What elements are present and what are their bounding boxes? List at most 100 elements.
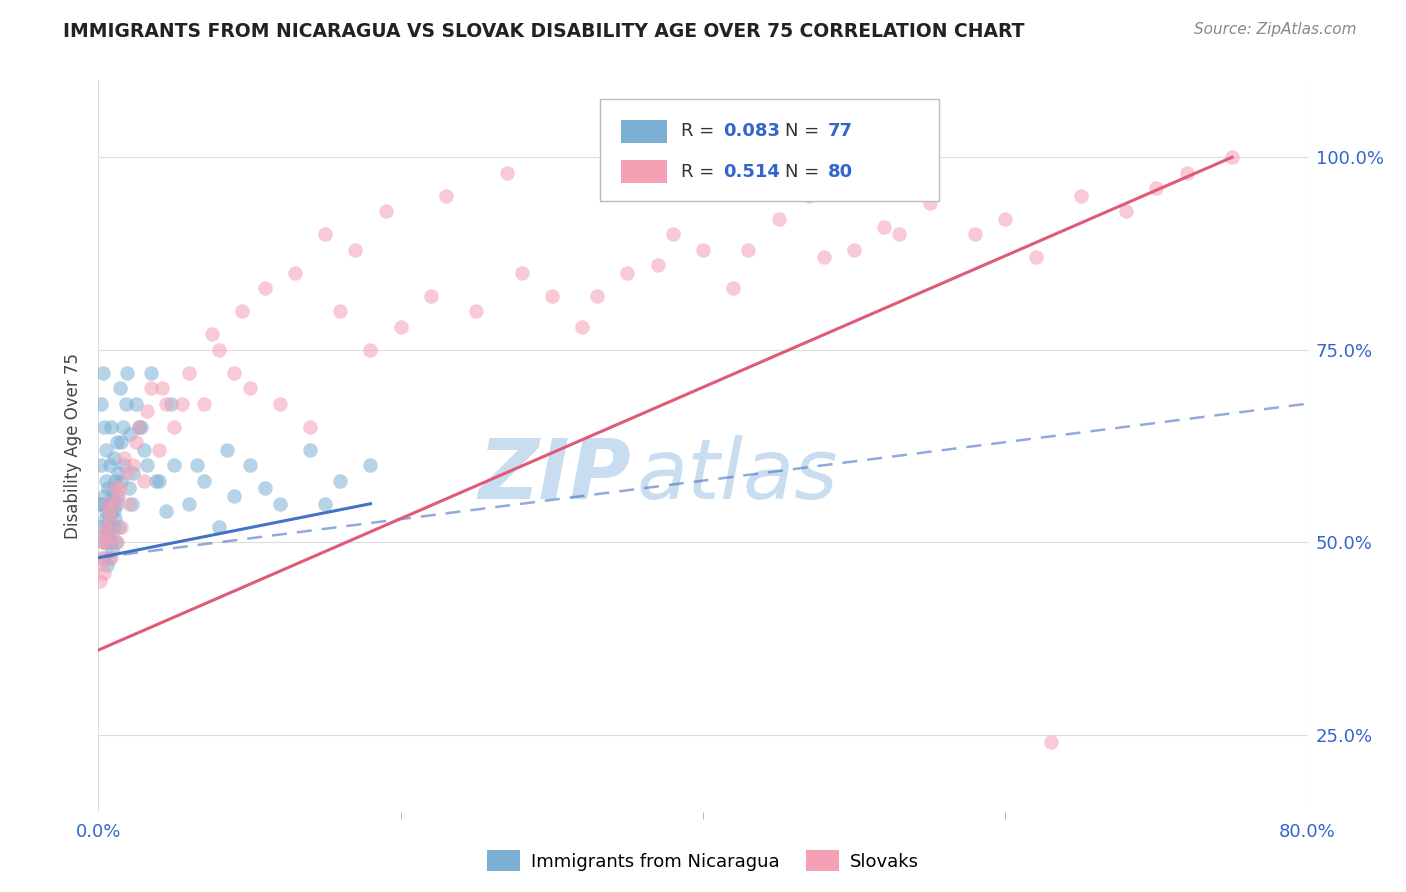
Point [125,435,148,450]
Point [510,266,533,280]
Point [103,520,125,534]
Point [150,381,173,395]
Point [108,520,131,534]
Point [965,227,987,242]
Point [269,497,291,511]
Point [314,227,336,242]
Point [616,266,638,280]
Point [110,520,132,534]
Point [101,543,124,558]
Point [737,243,759,257]
Point [135,458,157,473]
Point [94,442,117,457]
Point [723,281,745,295]
Point [844,243,866,257]
Point [148,474,170,488]
Point [115,366,138,380]
Point [148,442,170,457]
Point [105,497,128,511]
Point [100,504,122,518]
Point [586,289,609,303]
Text: ZIP: ZIP [478,434,630,516]
Point [692,243,714,257]
Point [193,474,215,488]
Point [269,397,291,411]
Point [98,458,121,473]
Point [141,381,163,395]
Point [170,397,193,411]
Point [122,466,145,480]
Point [329,474,352,488]
Point [1175,166,1198,180]
Point [121,497,143,511]
Point [768,211,790,226]
Text: IMMIGRANTS FROM NICARAGUA VS SLOVAK DISABILITY AGE OVER 75 CORRELATION CHART: IMMIGRANTS FROM NICARAGUA VS SLOVAK DISA… [63,22,1025,41]
Point [89,497,111,511]
Point [661,227,683,242]
Point [374,204,396,219]
Point [128,419,150,434]
Point [1070,188,1092,202]
Point [239,381,262,395]
Point [103,504,125,518]
Point [96,558,118,573]
Point [96,535,118,549]
Point [91,497,114,511]
Point [224,366,246,380]
Point [1115,204,1137,219]
Point [90,458,112,473]
Point [155,397,177,411]
Point [284,266,307,280]
Text: 80: 80 [828,162,852,181]
Point [163,458,186,473]
Text: R =: R = [682,162,720,181]
Text: 77: 77 [828,122,852,140]
Point [253,281,276,295]
Point [135,404,157,418]
Point [98,550,121,565]
Point [94,512,117,526]
Point [873,219,896,234]
Point [98,512,121,526]
Point [1039,735,1062,749]
Point [108,481,131,495]
Text: Source: ZipAtlas.com: Source: ZipAtlas.com [1194,22,1357,37]
Point [101,497,124,511]
Text: N =: N = [785,162,825,181]
Point [329,304,352,318]
Point [93,419,115,434]
Point [104,481,127,495]
Point [125,397,148,411]
Point [107,466,129,480]
Point [434,188,457,202]
Point [122,458,145,473]
Point [100,419,122,434]
Point [360,458,382,473]
Point [101,527,124,541]
Point [100,550,122,565]
Point [132,474,155,488]
Point [1146,181,1168,195]
Point [93,489,115,503]
Point [129,419,152,434]
Point [186,458,208,473]
Point [155,504,177,518]
Point [889,227,911,242]
Point [91,366,114,380]
Point [112,450,135,465]
Point [239,458,262,473]
Point [94,520,117,534]
Point [103,481,125,495]
Point [107,489,129,503]
Point [797,188,820,202]
Point [104,512,127,526]
Point [571,319,593,334]
Point [110,474,132,488]
Point [120,427,142,442]
Point [110,435,132,450]
Point [98,512,121,526]
Point [215,442,238,457]
Point [208,343,231,357]
Point [201,327,224,342]
Point [360,343,382,357]
